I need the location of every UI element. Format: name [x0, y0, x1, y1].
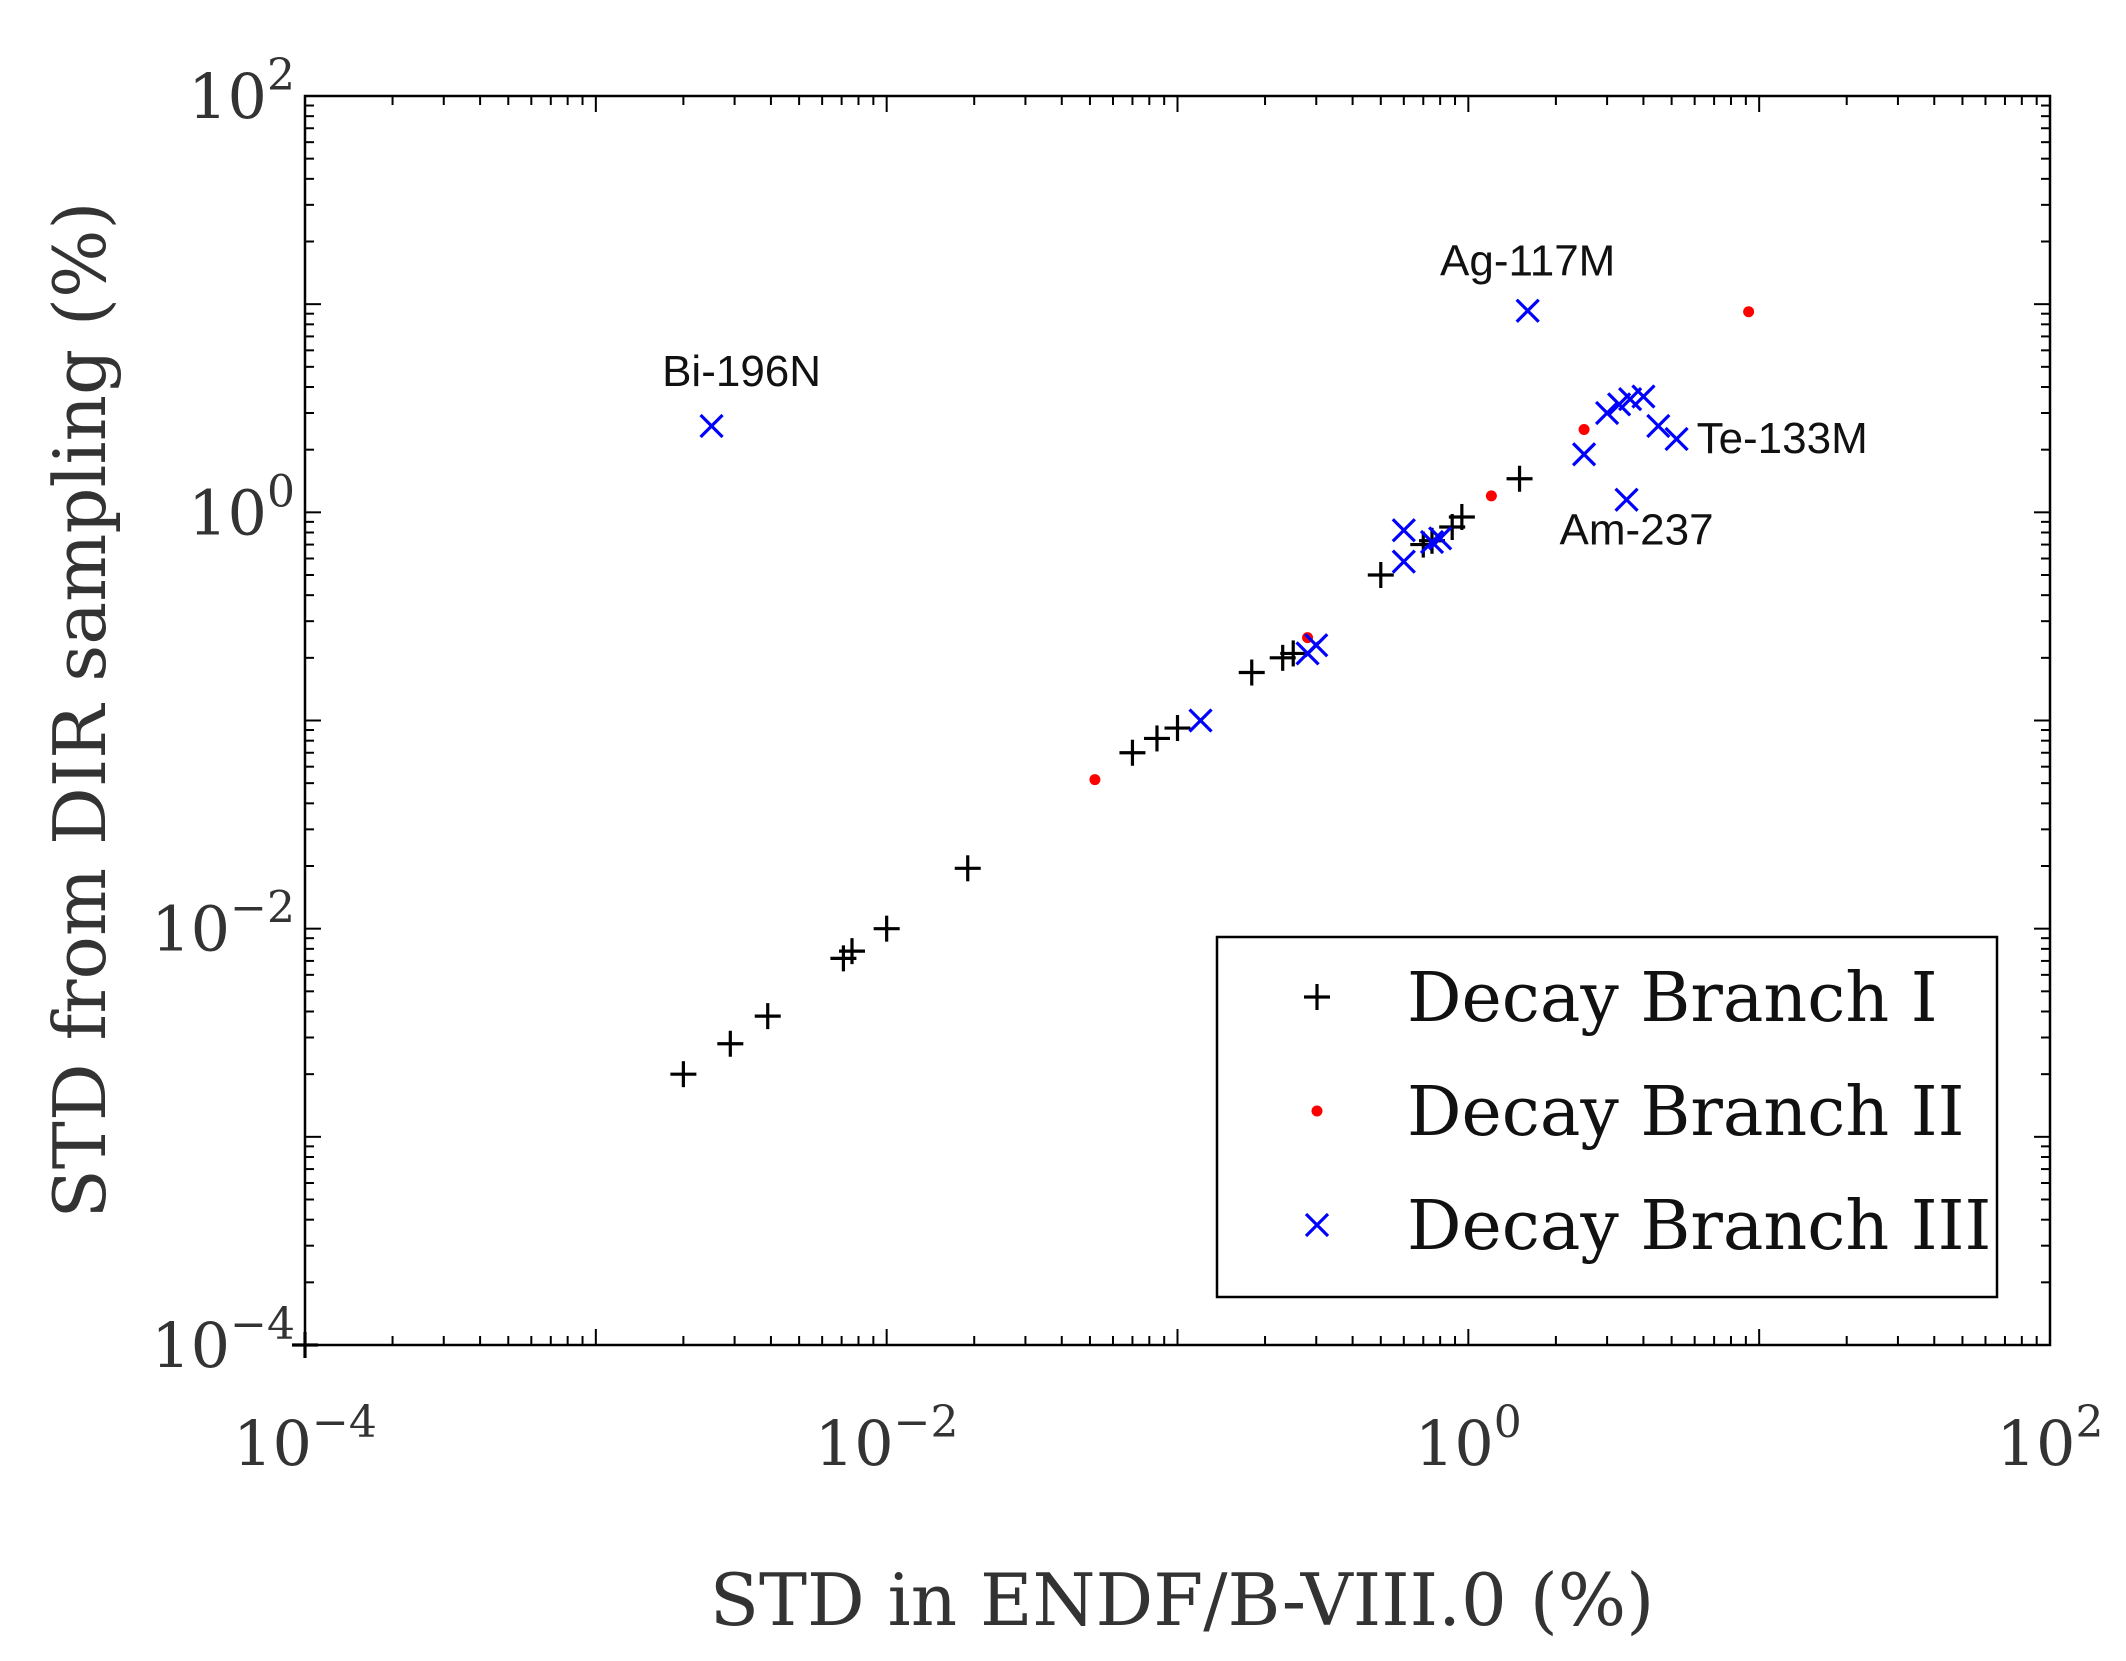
y-tick-label: 100 — [188, 466, 295, 549]
axes: 10−4 10−2 100 102 10−4 10−2 100 102 — [151, 50, 2103, 1480]
decay-branch-iii-point — [1419, 529, 1445, 555]
legend-label-decay-branch-ii: Decay Branch II — [1407, 1073, 1964, 1152]
decay-branch-i-point — [1238, 659, 1265, 686]
legend: Decay Branch I Decay Branch II Decay Branc… — [1215, 935, 1999, 1299]
decay-branch-i-point — [1143, 725, 1170, 752]
y-axis-label: STD from DIR sampling (%) — [38, 201, 122, 1218]
x-tick-label: 10−2 — [815, 1397, 959, 1480]
legend-marker-decay-branch-iii — [1304, 1212, 1330, 1238]
decay-branch-iii-point — [1614, 487, 1639, 512]
decay-branch-i-point — [1506, 465, 1533, 492]
decay-branch-iii-point — [1664, 426, 1689, 452]
decay-branch-iii-point — [1428, 526, 1453, 551]
decay-branch-i-point — [717, 1030, 744, 1057]
decay-branch-i-point — [873, 915, 900, 942]
decay-branch-iii-point — [1646, 413, 1671, 439]
decay-branch-iii-point — [1391, 549, 1416, 574]
decay-branch-iii-point — [1304, 633, 1329, 658]
annotation-am-237: Am-237 — [1560, 506, 1714, 555]
decay-branch-iii-point — [1631, 384, 1656, 409]
y-tick-label: 10−2 — [151, 883, 295, 966]
x-tick-label: 10−4 — [233, 1397, 377, 1480]
legend-marker-decay-branch-i — [1304, 984, 1330, 1010]
decay-branch-i-point — [1367, 561, 1394, 588]
x-tick-label: 102 — [1997, 1397, 2104, 1480]
x-tick-label: 100 — [1415, 1397, 1522, 1480]
decay-branch-i-point — [839, 938, 866, 965]
legend-box — [1215, 935, 1999, 1299]
legend-marker-decay-branch-ii — [1311, 1105, 1323, 1117]
decay-branch-i-point — [1280, 640, 1307, 667]
decay-branch-iii-point — [1515, 298, 1540, 323]
decay-branch-i-point — [1448, 503, 1475, 530]
decay-branch-ii-point — [1743, 306, 1755, 318]
decay-branch-i-point — [670, 1061, 697, 1088]
decay-branch-i-point — [954, 855, 981, 882]
annotations: Bi-196N Ag-117M Te-133M Am-237 — [662, 237, 1868, 555]
x-axis-label: STD in ENDF/B-VIII.0 (%) — [710, 1558, 1655, 1642]
decay-branch-iii-point — [1188, 708, 1213, 733]
decay-branch-ii-point — [1578, 423, 1590, 435]
decay-branch-i-point — [1164, 715, 1191, 742]
decay-branch-iii-point — [699, 413, 724, 439]
decay-branch-ii-point — [1485, 490, 1497, 502]
legend-label-decay-branch-iii: Decay Branch III — [1407, 1187, 1991, 1266]
decay-branch-i-point — [1269, 644, 1296, 671]
decay-branch-iii-point — [1594, 400, 1620, 426]
y-tick-label: 10−4 — [151, 1299, 295, 1382]
decay-branch-ii-point — [1089, 774, 1101, 786]
annotation-bi-196n: Bi-196N — [662, 347, 821, 396]
y-tick-label: 102 — [188, 50, 295, 133]
annotation-ag-117m: Ag-117M — [1440, 237, 1615, 286]
decay-branch-i-point — [1119, 739, 1146, 766]
data-points — [292, 298, 1755, 1358]
decay-branch-iii-point — [1391, 518, 1416, 543]
decay-branch-iii-point — [1571, 442, 1597, 467]
annotation-te-133m: Te-133M — [1697, 414, 1868, 463]
decay-branch-i-point — [754, 1003, 781, 1030]
legend-label-decay-branch-i: Decay Branch I — [1407, 959, 1938, 1038]
decay-branch-i-point — [292, 1332, 318, 1358]
